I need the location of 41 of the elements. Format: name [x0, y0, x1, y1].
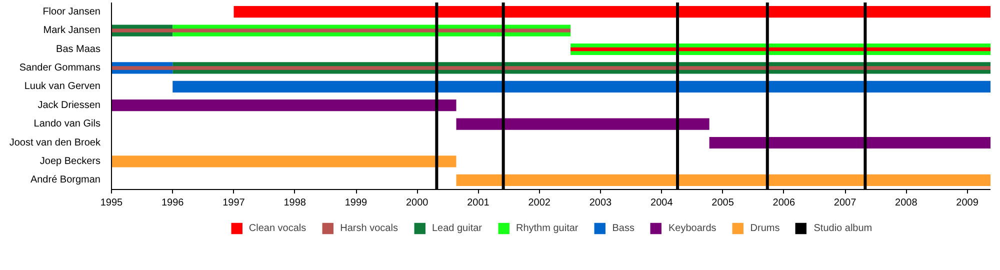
- legend-label: Clean vocals: [248, 222, 306, 234]
- bar: [112, 66, 990, 70]
- bar: [112, 100, 456, 112]
- bar: [112, 28, 571, 32]
- y-tick-label: Mark Jansen: [43, 25, 101, 36]
- legend-label: Harsh vocals: [340, 222, 398, 234]
- x-tick-label: 2009: [956, 198, 979, 208]
- y-tick-label: Jack Driessen: [38, 100, 101, 111]
- bar: [172, 80, 990, 92]
- y-tick-label: Joep Beckers: [40, 156, 101, 167]
- x-tick-label: 2003: [589, 198, 612, 208]
- legend-label: Studio album: [814, 222, 872, 234]
- y-tick-label: Sander Gommans: [19, 62, 101, 74]
- y-tick-label: Lando van Gils: [34, 118, 101, 130]
- y-tick-label: Luuk van Gerven: [24, 81, 101, 92]
- x-tick-label: 2007: [834, 198, 857, 208]
- x-tick-label: 1996: [162, 198, 184, 208]
- x-tick-label: 1998: [284, 198, 306, 208]
- x-tick-label: 1997: [222, 198, 246, 208]
- x-tick-label: 2002: [528, 198, 551, 208]
- legend-label: Lead guitar: [432, 222, 482, 234]
- x-tick-label: 1995: [100, 198, 124, 208]
- bar: [456, 118, 710, 130]
- y-tick-label: Bas Maas: [56, 44, 101, 55]
- x-tick-label: 2000: [406, 198, 429, 208]
- y-tick-label: Floor Jansen: [42, 6, 101, 18]
- bar: [112, 156, 456, 168]
- legend-label: Keyboards: [668, 222, 716, 234]
- y-tick-label: Joost van den Broek: [9, 137, 102, 148]
- bar: [456, 174, 990, 186]
- x-tick-label: 2001: [467, 198, 490, 208]
- legend-label: Drums: [750, 222, 780, 234]
- x-tick-label: 2006: [772, 198, 796, 208]
- bar: [709, 136, 990, 149]
- x-tick-label: 2008: [895, 198, 918, 208]
- x-tick-label: 2005: [712, 198, 734, 208]
- legend-label: Rhythm guitar: [516, 222, 578, 234]
- x-tick-label: 2004: [650, 198, 674, 208]
- x-tick-label: 1999: [344, 198, 368, 208]
- y-tick-label: André Borgman: [30, 174, 101, 186]
- legend-label: Bass: [612, 222, 634, 234]
